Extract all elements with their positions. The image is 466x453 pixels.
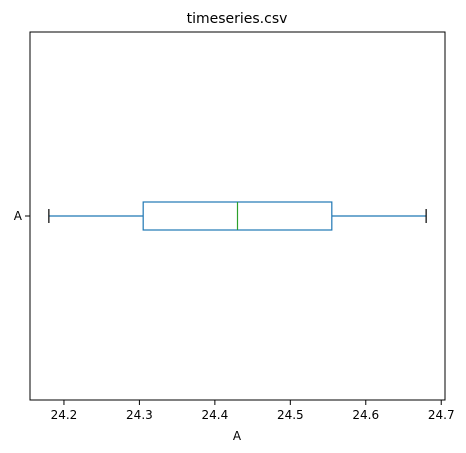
x-tick-label: 24.4 (202, 408, 229, 422)
x-axis-ticks: 24.2 24.3 24.4 24.5 24.6 24.7 (51, 400, 455, 422)
y-axis-ticks: A (14, 209, 30, 223)
box-A (48, 201, 427, 231)
x-tick-label: 24.6 (352, 408, 379, 422)
x-tick-label: 24.5 (277, 408, 304, 422)
box-group (48, 201, 427, 231)
x-tick-label: 24.2 (51, 408, 78, 422)
x-axis-label: A (233, 429, 242, 443)
x-tick-label: 24.3 (126, 408, 153, 422)
y-tick-label: A (14, 209, 23, 223)
x-tick-label: 24.7 (428, 408, 455, 422)
chart-title: timeseries.csv (187, 11, 288, 27)
